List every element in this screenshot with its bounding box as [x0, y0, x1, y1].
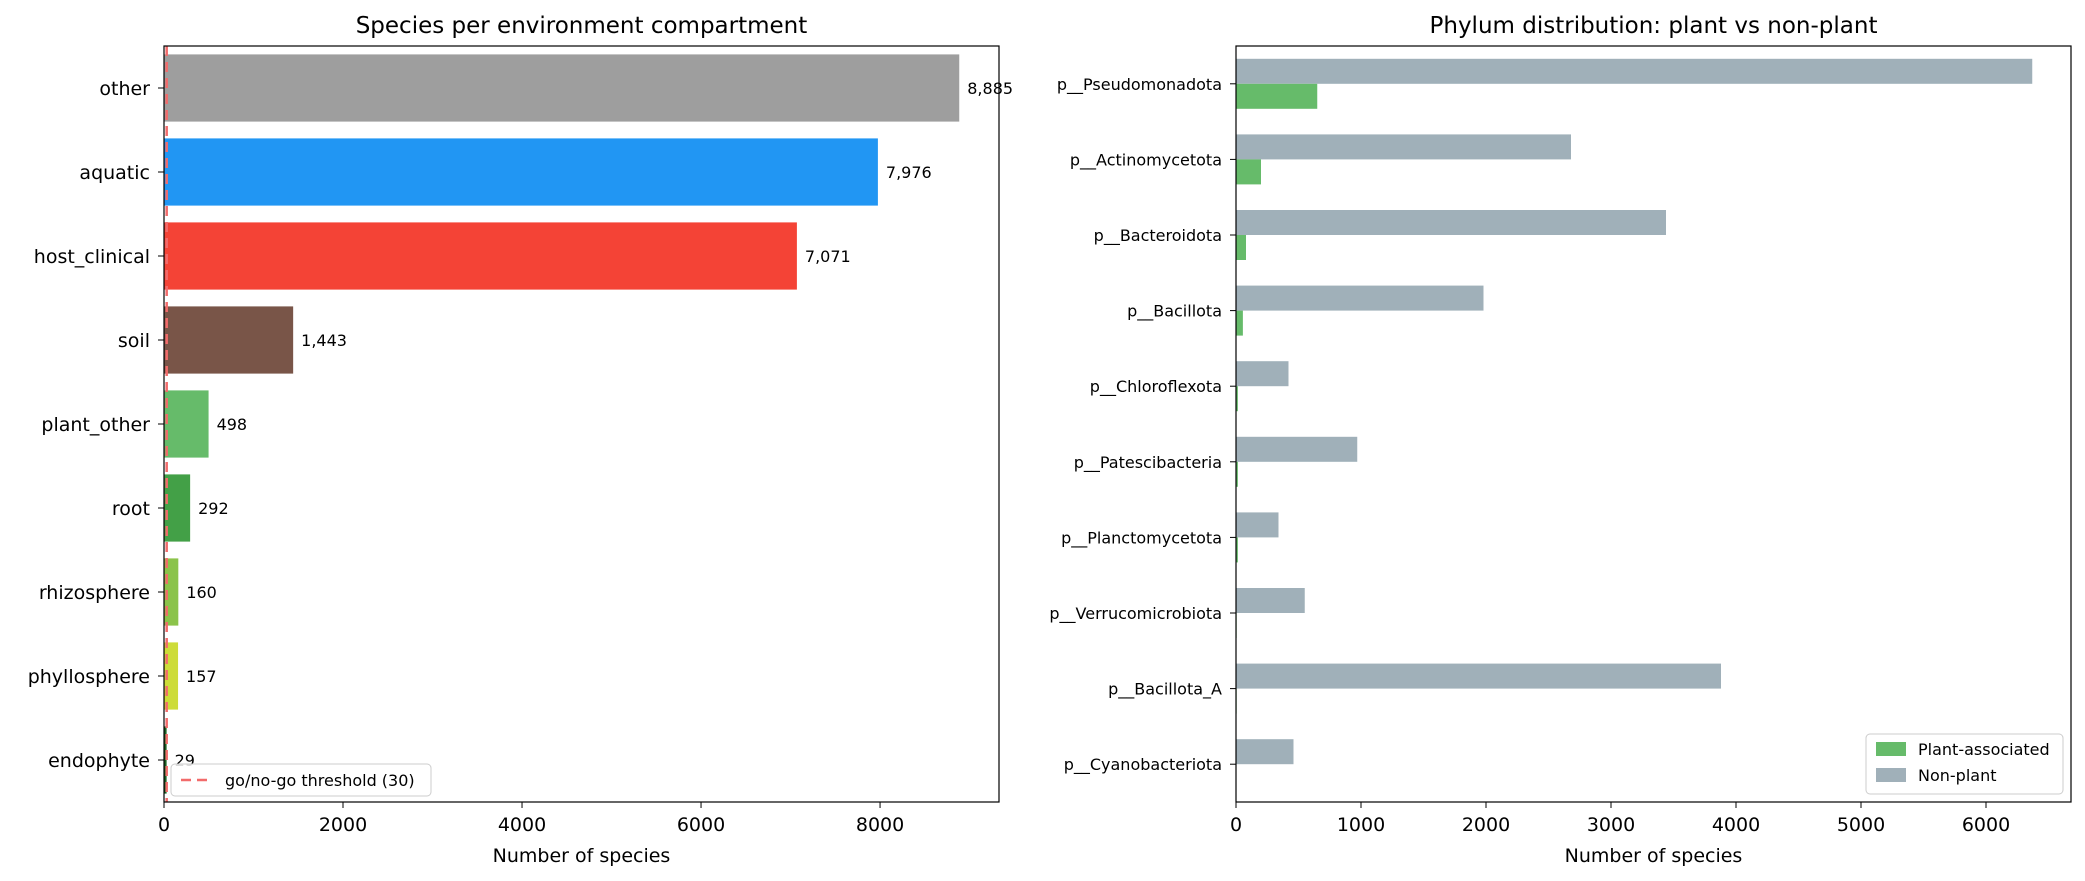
bar-host_clinical [164, 222, 797, 290]
y-tick-label-p__Patescibacteria: p__Patescibacteria [1074, 453, 1222, 473]
bar-nonplant-p__Cyanobacteriota [1236, 739, 1294, 765]
y-tick-label-p__Bacillota_A: p__Bacillota_A [1108, 680, 1222, 700]
bar-plant-p__Actinomycetota [1236, 159, 1261, 185]
x-axis-label: Number of species [1565, 845, 1743, 867]
bar-plant-p__Pseudomonadota [1236, 83, 1318, 109]
y-tick-label-p__Bacillota: p__Bacillota [1127, 302, 1222, 322]
bar-nonplant-p__Planctomycetota [1236, 512, 1279, 538]
y-tick-label-p__Verrucomicrobiota: p__Verrucomicrobiota [1049, 604, 1222, 624]
bar-nonplant-p__Bacillota_A [1236, 663, 1721, 689]
y-tick-label-p__Planctomycetota: p__Planctomycetota [1061, 528, 1222, 548]
y-tick-label-p__Actinomycetota: p__Actinomycetota [1070, 150, 1222, 170]
x-tick-label: 0 [1230, 814, 1242, 836]
bar-soil [164, 306, 294, 374]
legend-box [1865, 733, 2064, 795]
bar-nonplant-p__Bacillota [1236, 285, 1484, 311]
bar-plant-p__Patescibacteria [1236, 461, 1238, 487]
y-tick-label-p__Cyanobacteriota: p__Cyanobacteriota [1064, 755, 1222, 775]
value-label-rhizosphere: 160 [186, 583, 217, 602]
chart-title: Species per environment compartment [356, 13, 808, 39]
legend-swatch-1 [1876, 768, 1906, 782]
bar-nonplant-p__Pseudomonadota [1236, 58, 2033, 84]
bar-root [164, 474, 191, 542]
value-label-other: 8,885 [967, 79, 1013, 98]
bar-nonplant-p__Patescibacteria [1236, 436, 1358, 462]
bar-plant-p__Planctomycetota [1236, 537, 1238, 563]
bar-plant-p__Bacteroidota [1236, 235, 1246, 260]
y-tick-label-p__Bacteroidota: p__Bacteroidota [1094, 226, 1222, 246]
value-label-phyllosphere: 157 [186, 667, 217, 686]
plot-frame [1235, 45, 2072, 803]
value-label-aquatic: 7,976 [886, 163, 932, 182]
y-tick-label-p__Chloroflexota: p__Chloroflexota [1090, 377, 1222, 397]
x-tick-label: 4000 [498, 814, 546, 836]
legend-label-1: Non-plant [1918, 766, 1997, 785]
y-tick-label-soil: soil [118, 330, 150, 352]
x-tick-label: 2000 [319, 814, 367, 836]
x-axis-label: Number of species [493, 845, 671, 867]
x-tick-label: 0 [158, 814, 170, 836]
x-tick-label: 2000 [1462, 814, 1510, 836]
x-tick-label: 3000 [1587, 814, 1635, 836]
legend-box [170, 763, 432, 797]
y-tick-label-phyllosphere: phyllosphere [28, 666, 150, 688]
bar-nonplant-p__Chloroflexota [1236, 361, 1289, 387]
legend-threshold-label: go/no-go threshold (30) [225, 771, 415, 790]
bar-other [164, 54, 960, 122]
chart-title: Phylum distribution: plant vs non-plant [1430, 13, 1878, 39]
bar-nonplant-p__Actinomycetota [1236, 134, 1571, 160]
bar-plant-p__Chloroflexota [1236, 386, 1238, 412]
y-tick-label-host_clinical: host_clinical [34, 246, 150, 268]
y-tick-label-endophyte: endophyte [48, 750, 150, 772]
plot-frame [163, 45, 1000, 803]
x-tick-label: 8000 [856, 814, 904, 836]
legend-label-0: Plant-associated [1918, 740, 2050, 759]
x-tick-label: 5000 [1837, 814, 1885, 836]
bar-aquatic [164, 138, 878, 206]
bar-endophyte [164, 726, 167, 794]
y-tick-label-p__Pseudomonadota: p__Pseudomonadota [1057, 75, 1222, 95]
y-tick-label-root: root [112, 498, 150, 520]
bar-plant-p__Bacillota [1236, 310, 1243, 336]
legend-swatch-0 [1876, 742, 1906, 756]
bar-nonplant-p__Bacteroidota [1236, 210, 1666, 235]
y-tick-label-aquatic: aquatic [79, 162, 150, 184]
x-tick-label: 6000 [1962, 814, 2010, 836]
value-label-host_clinical: 7,071 [805, 247, 851, 266]
x-tick-label: 1000 [1337, 814, 1385, 836]
value-label-soil: 1,443 [301, 331, 347, 350]
y-tick-label-rhizosphere: rhizosphere [39, 582, 150, 604]
bar-plant_other [164, 390, 209, 458]
x-tick-label: 4000 [1712, 814, 1760, 836]
y-tick-label-other: other [99, 78, 150, 100]
value-label-root: 292 [198, 499, 229, 518]
bar-nonplant-p__Verrucomicrobiota [1236, 588, 1305, 613]
x-tick-label: 6000 [677, 814, 725, 836]
value-label-plant_other: 498 [217, 415, 248, 434]
y-tick-label-plant_other: plant_other [41, 414, 150, 436]
